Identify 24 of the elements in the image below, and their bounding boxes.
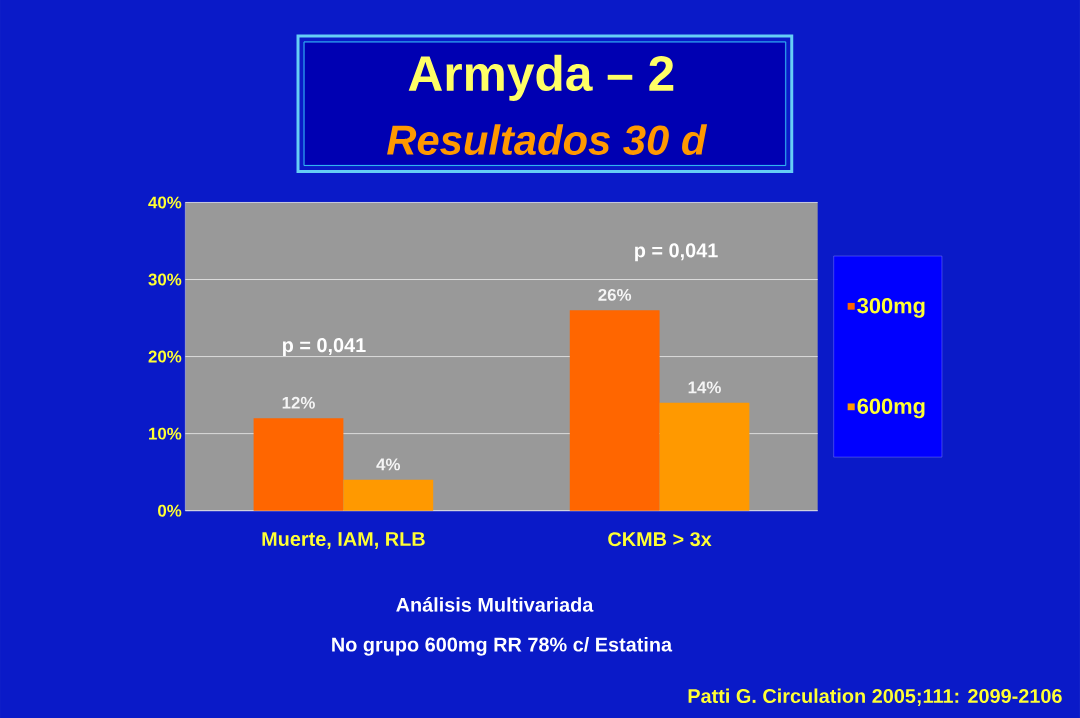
data-label: 14% — [688, 381, 721, 394]
text: No grupo 600mg RR 78% c/ Estatina — [332, 636, 673, 656]
data-label: 12% — [282, 396, 315, 409]
data-label: 4% — [376, 458, 401, 471]
bar — [343, 479, 434, 511]
y-tick-label: 40% — [148, 196, 182, 209]
bar — [659, 402, 750, 511]
y-tick-label: 0% — [158, 504, 182, 517]
legend-label: 300mg — [857, 297, 925, 318]
y-tick-label: 10% — [149, 427, 182, 440]
x-tick-label: Muerte, IAM, RLB — [262, 532, 425, 549]
bar — [569, 310, 660, 511]
annotation: p = 0,041 — [635, 243, 718, 262]
x-tick-label: CKMB > 3x — [608, 532, 712, 547]
y-tick-label: 20% — [148, 350, 182, 363]
bar — [253, 418, 344, 511]
chart-subtitle: Resultados 30 d — [387, 124, 708, 155]
y-tick-label: 30% — [148, 273, 182, 286]
text: Análisis Multivariada — [396, 596, 594, 612]
annotation: p = 0,041 — [282, 338, 366, 357]
legend-label: 600mg — [857, 398, 925, 419]
data-label: 26% — [598, 288, 632, 301]
text: Patti G. Circulation 2005;111: 2099-2106 — [688, 688, 1062, 706]
chart-title: Armyda – 2 — [408, 54, 674, 101]
